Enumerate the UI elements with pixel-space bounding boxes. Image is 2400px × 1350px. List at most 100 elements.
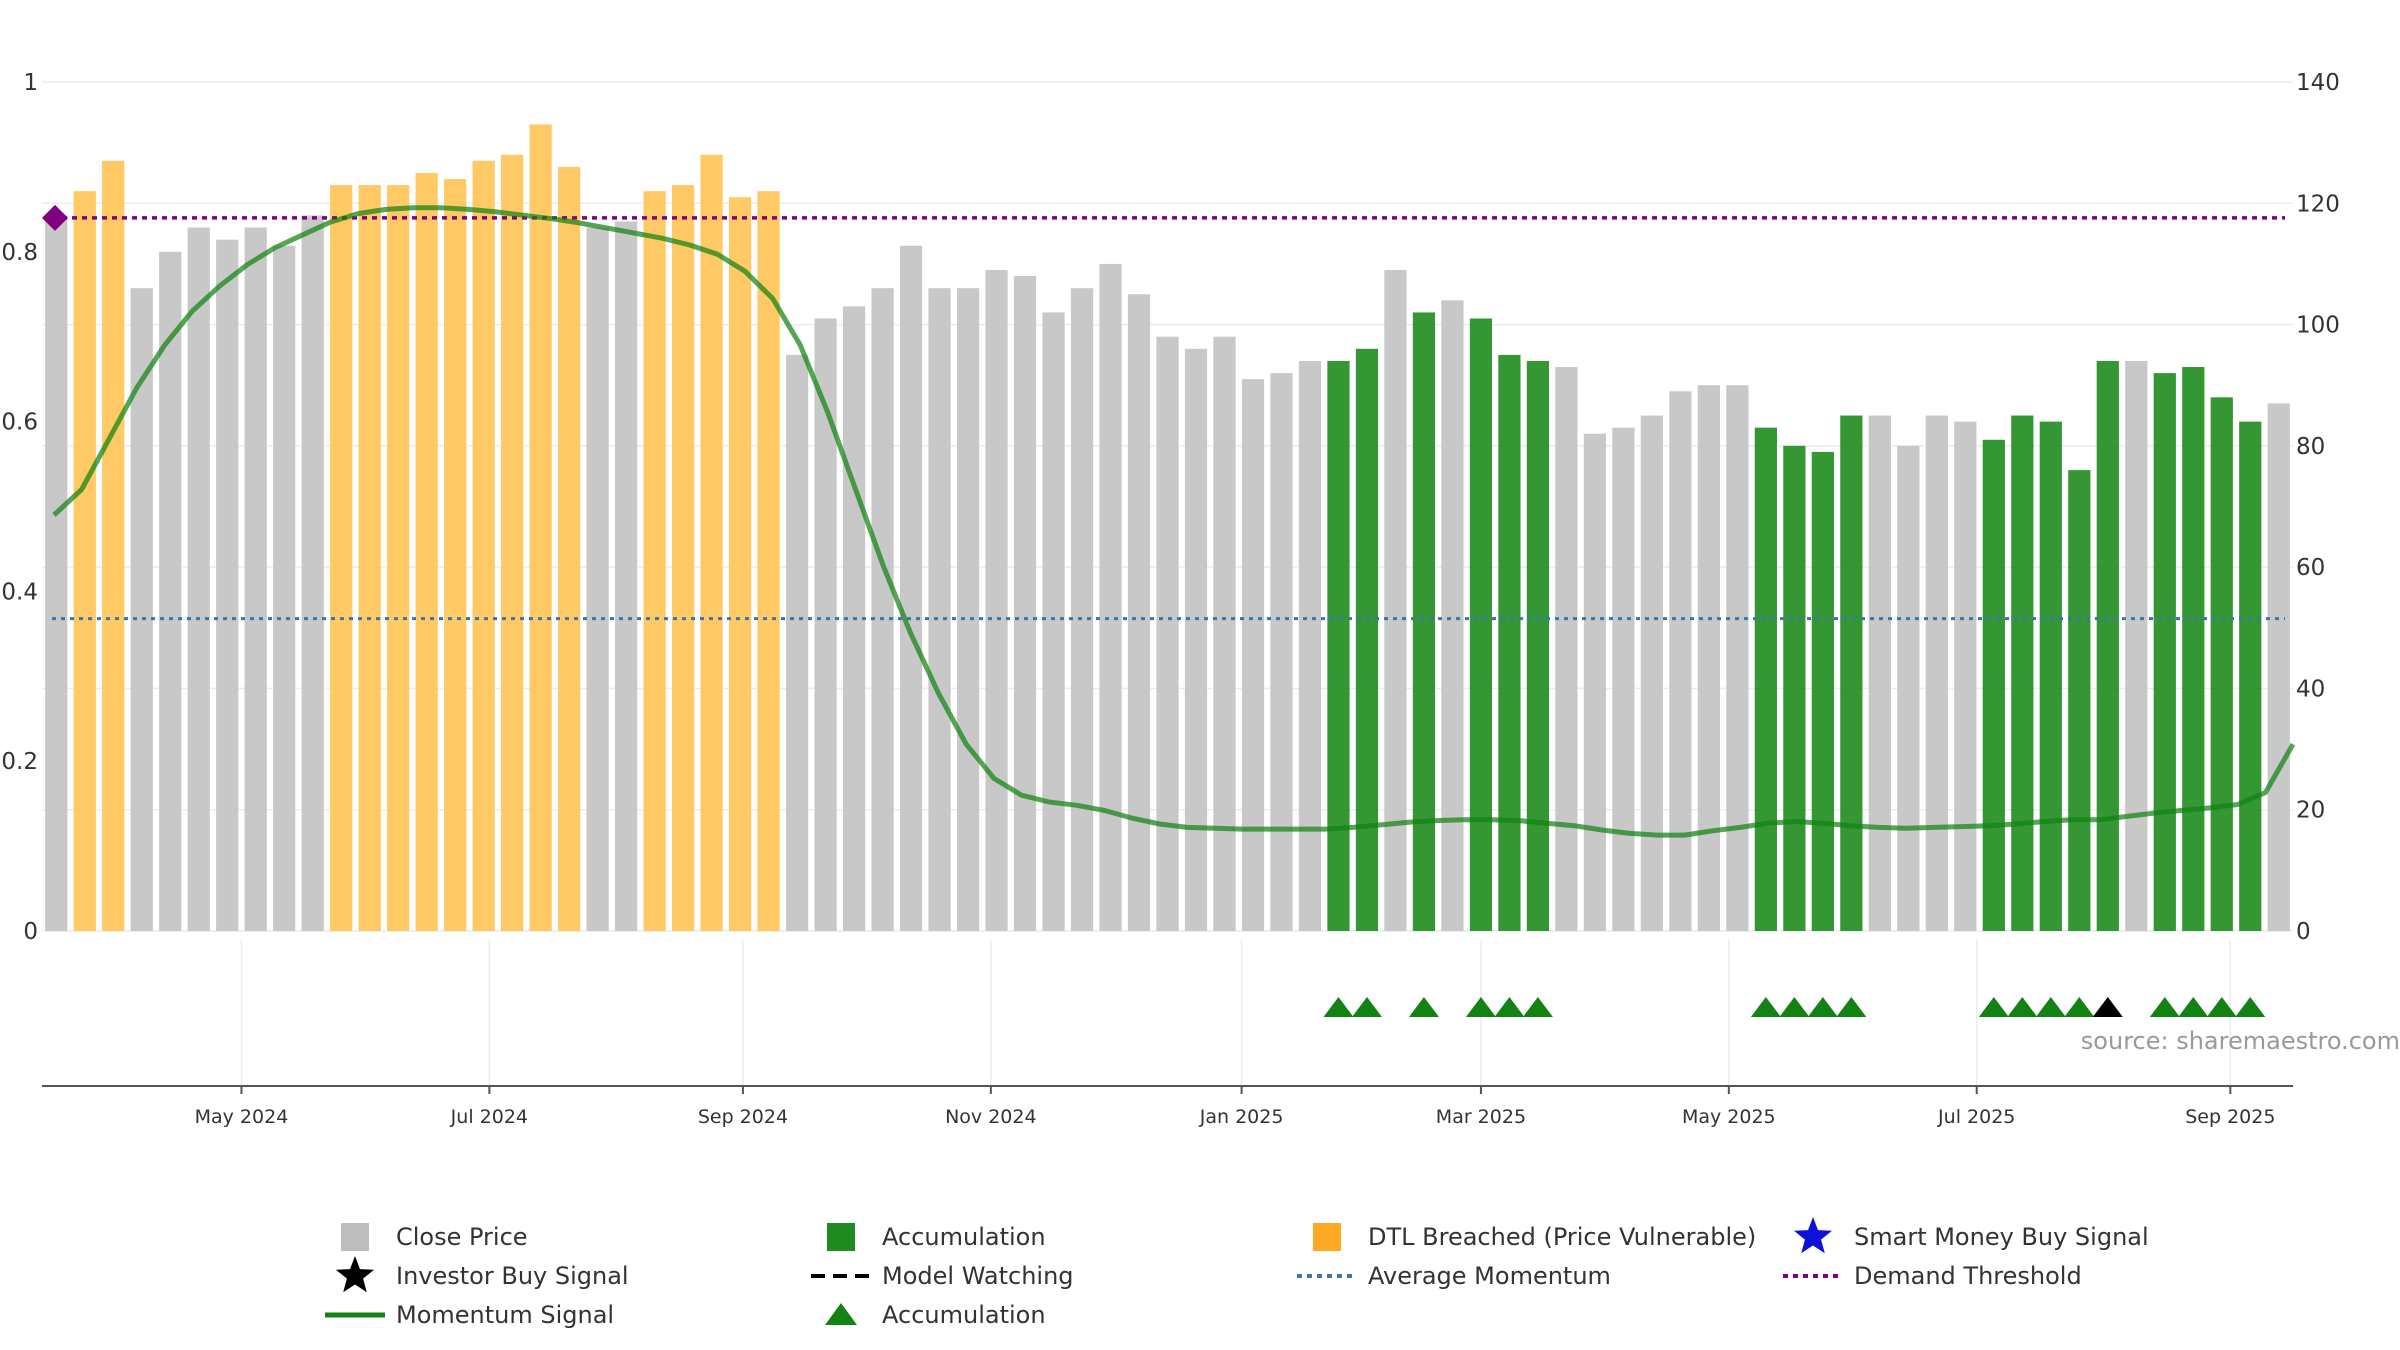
price-bar — [871, 288, 894, 932]
price-bar — [1384, 269, 1407, 931]
legend-item: Average Momentum — [1297, 1262, 1611, 1290]
price-bar — [1013, 276, 1037, 931]
price-bar — [2068, 470, 2091, 931]
price-bar — [586, 227, 609, 932]
legend-label: Investor Buy Signal — [396, 1262, 629, 1290]
price-bar — [73, 191, 96, 931]
signal-markers — [1323, 997, 2266, 1017]
legend-label: Smart Money Buy Signal — [1854, 1223, 2149, 1251]
price-bar — [330, 185, 353, 932]
price-bar — [1298, 360, 1322, 931]
price-bar — [1070, 288, 1094, 932]
price-bar — [2210, 397, 2233, 931]
price-bar — [1156, 336, 1179, 931]
price-bar — [671, 185, 695, 932]
price-bar — [444, 179, 467, 931]
accumulation-marker — [1408, 997, 1439, 1017]
legend-square-icon — [827, 1223, 855, 1251]
left-tick-label: 1 — [23, 70, 38, 96]
momentum-signal — [52, 205, 2296, 838]
accumulation-marker — [2064, 997, 2095, 1017]
price-bar — [1840, 415, 1863, 931]
price-bar — [2039, 421, 2062, 931]
price-bar — [159, 251, 182, 932]
price-bar — [728, 197, 752, 931]
legend-label: Model Watching — [882, 1262, 1074, 1290]
right-tick-label: 0 — [2296, 919, 2311, 945]
legend: Close Price Accumulation DTL Breached (Pri… — [325, 1217, 2149, 1329]
accumulation-marker — [2206, 997, 2237, 1017]
price-bar — [2239, 421, 2262, 931]
price-bar — [1270, 373, 1293, 932]
accumulation-marker — [2235, 997, 2266, 1017]
demand-threshold-marker — [42, 204, 68, 231]
price-bar — [1526, 360, 1550, 931]
accumulation-marker — [1978, 997, 2009, 1017]
legend-label: Demand Threshold — [1854, 1262, 2082, 1290]
accumulation-marker — [1351, 997, 1382, 1017]
x-tick-label: Mar 2025 — [1436, 1106, 1526, 1128]
legend-triangle-icon — [825, 1303, 857, 1325]
legend-item: Demand Threshold — [1783, 1262, 2082, 1290]
legend-item: DTL Breached (Price Vulnerable) — [1313, 1223, 1756, 1251]
legend-item: Model Watching — [811, 1262, 1074, 1290]
right-tick-label: 100 — [2296, 313, 2340, 339]
price-bar — [501, 154, 524, 931]
left-tick-label: 0 — [23, 919, 38, 945]
price-bar — [985, 269, 1008, 931]
right-tick-label: 120 — [2296, 191, 2340, 217]
price-bar — [273, 245, 296, 931]
price-bar — [2267, 403, 2290, 932]
price-bar — [1612, 427, 1635, 931]
reference-lines — [42, 204, 2285, 621]
price-bar — [1412, 312, 1436, 931]
price-bar — [529, 124, 552, 931]
accumulation-marker — [1779, 997, 1810, 1017]
momentum-line — [52, 205, 2296, 838]
source-note: source: sharemaestro.com — [2081, 1027, 2400, 1055]
x-tick-label: May 2024 — [195, 1106, 289, 1128]
price-bar — [216, 239, 239, 931]
legend-square-icon — [341, 1223, 369, 1251]
price-bar — [301, 215, 324, 931]
price-bar — [1783, 445, 1806, 931]
price-bar — [1583, 433, 1607, 931]
right-tick-label: 60 — [2296, 555, 2325, 581]
legend-item: Accumulation — [827, 1223, 1046, 1251]
price-bar — [1555, 367, 1578, 931]
price-bar — [1241, 379, 1265, 931]
price-bar — [102, 160, 125, 932]
price-bar — [1726, 385, 1749, 931]
right-tick-label: 80 — [2296, 434, 2325, 460]
legend-label: Momentum Signal — [396, 1301, 614, 1329]
price-bar — [928, 288, 951, 932]
price-bar — [130, 288, 153, 932]
price-bar — [643, 191, 666, 931]
price-bars — [45, 124, 2290, 932]
price-bar — [187, 227, 210, 932]
accumulation-marker — [1465, 997, 1496, 1017]
legend-item: Accumulation — [825, 1301, 1046, 1329]
price-bar — [2153, 373, 2176, 932]
x-tick-label: Jul 2024 — [450, 1106, 528, 1128]
price-bar — [814, 318, 837, 931]
price-bar — [1441, 300, 1464, 931]
price-bar — [1469, 318, 1493, 931]
x-tick-label: Jul 2025 — [1937, 1106, 2015, 1128]
price-bar — [1498, 354, 1521, 932]
x-tick-label: May 2025 — [1682, 1106, 1776, 1128]
price-bar — [472, 160, 495, 932]
price-bar — [45, 215, 68, 931]
right-tick-label: 140 — [2296, 70, 2340, 96]
price-bar — [2096, 360, 2119, 931]
price-bar — [1213, 336, 1236, 931]
price-bar — [1897, 445, 1920, 931]
price-bar — [615, 221, 638, 931]
accumulation-marker — [1750, 997, 1781, 1017]
left-tick-label: 0.4 — [1, 579, 38, 605]
accumulation-marker — [2178, 997, 2209, 1017]
legend-item: Close Price — [341, 1223, 528, 1251]
x-tick-label: Nov 2024 — [945, 1106, 1036, 1128]
right-tick-label: 20 — [2296, 798, 2325, 824]
legend-star-icon — [1794, 1217, 1832, 1254]
